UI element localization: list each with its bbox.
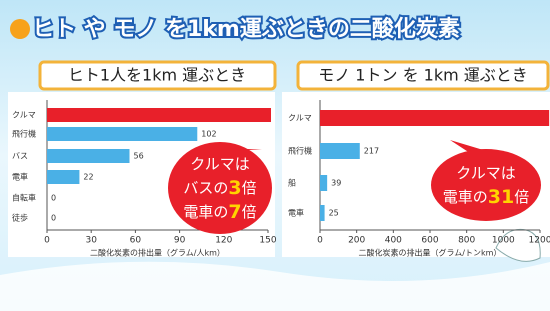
page-title: ヒト や モノ を1km運ぶときの二酸化炭素: [32, 16, 460, 42]
x-tick-label: 600: [421, 236, 438, 246]
callout-text-part: 倍: [514, 188, 529, 206]
y-tick-label: 徒歩: [12, 213, 28, 223]
panel-title: ヒト1人を1km 運ぶとき: [68, 66, 246, 85]
x-tick-label: 400: [385, 236, 402, 246]
panel-title: モノ 1トン を 1km 運ぶとき: [318, 66, 528, 85]
callout-text: クルマは: [456, 164, 516, 182]
y-tick-label: 電車: [288, 208, 304, 218]
y-tick-label: 飛行機: [288, 146, 312, 156]
callout: [431, 149, 541, 221]
bar: [47, 108, 290, 122]
callout-text: 電車の7倍: [183, 201, 256, 223]
x-tick-label: 800: [458, 236, 475, 246]
value-label: 0: [51, 194, 56, 203]
x-tick-label: 0: [317, 236, 323, 246]
callout-text-part: 7: [228, 201, 241, 223]
x-axis-label: 二酸化炭素の排出量（グラム/トンkm）: [359, 248, 502, 258]
bar: [47, 127, 197, 141]
title-icon: [10, 19, 30, 39]
value-label: 56: [134, 152, 144, 161]
bar: [320, 143, 360, 159]
bar: [320, 205, 325, 221]
y-tick-label: 飛行機: [12, 129, 36, 139]
callout-text-part: クルマは: [456, 164, 516, 182]
callout-text-part: 電車の: [443, 188, 488, 206]
callout-text-part: 3: [228, 177, 241, 199]
callout-text-part: クルマは: [190, 155, 250, 173]
y-tick-label: バス: [12, 152, 28, 161]
x-tick-label: 30: [85, 236, 97, 246]
y-tick-label: クルマ: [288, 114, 312, 123]
x-tick-label: 1200: [529, 236, 550, 246]
y-tick-label: 自転車: [12, 193, 36, 203]
y-tick-label: 電車: [12, 172, 28, 182]
x-tick-label: 90: [174, 236, 186, 246]
callout-text-part: バスの: [183, 179, 228, 197]
x-tick-label: 0: [44, 236, 50, 246]
x-tick-label: 150: [259, 236, 276, 246]
y-tick-label: クルマ: [12, 111, 36, 120]
callout-text-part: 倍: [242, 179, 257, 197]
page: {"header": {"title": "ヒト や モノ を1km運ぶときの二…: [0, 0, 550, 311]
callout-text: 電車の31倍: [443, 186, 529, 208]
value-label: 25: [329, 209, 339, 218]
bar: [320, 175, 327, 191]
callout-text-part: 電車の: [183, 203, 228, 221]
value-label: 39: [331, 179, 341, 188]
callout-text-part: 倍: [242, 203, 257, 221]
bar: [320, 110, 549, 126]
x-tick-label: 120: [215, 236, 232, 246]
y-tick-label: 船: [288, 178, 296, 188]
infographic: ヒト や モノ を1km運ぶときの二酸化炭素 ヒト1人を1km 運ぶとき0306…: [0, 0, 550, 311]
value-label: 102: [201, 130, 216, 139]
value-label: 0: [51, 214, 56, 223]
bar: [47, 149, 130, 163]
bar: [47, 170, 79, 184]
x-tick-label: 1000: [492, 236, 515, 246]
x-tick-label: 60: [130, 236, 142, 246]
value-label: 217: [364, 147, 379, 156]
x-axis-label: 二酸化炭素の排出量（グラム/人km）: [90, 248, 225, 258]
callout-text-part: 31: [488, 186, 514, 208]
callout-text: クルマは: [190, 155, 250, 173]
callout-text: バスの3倍: [183, 177, 256, 199]
value-label: 22: [83, 173, 93, 182]
x-tick-label: 200: [348, 236, 365, 246]
